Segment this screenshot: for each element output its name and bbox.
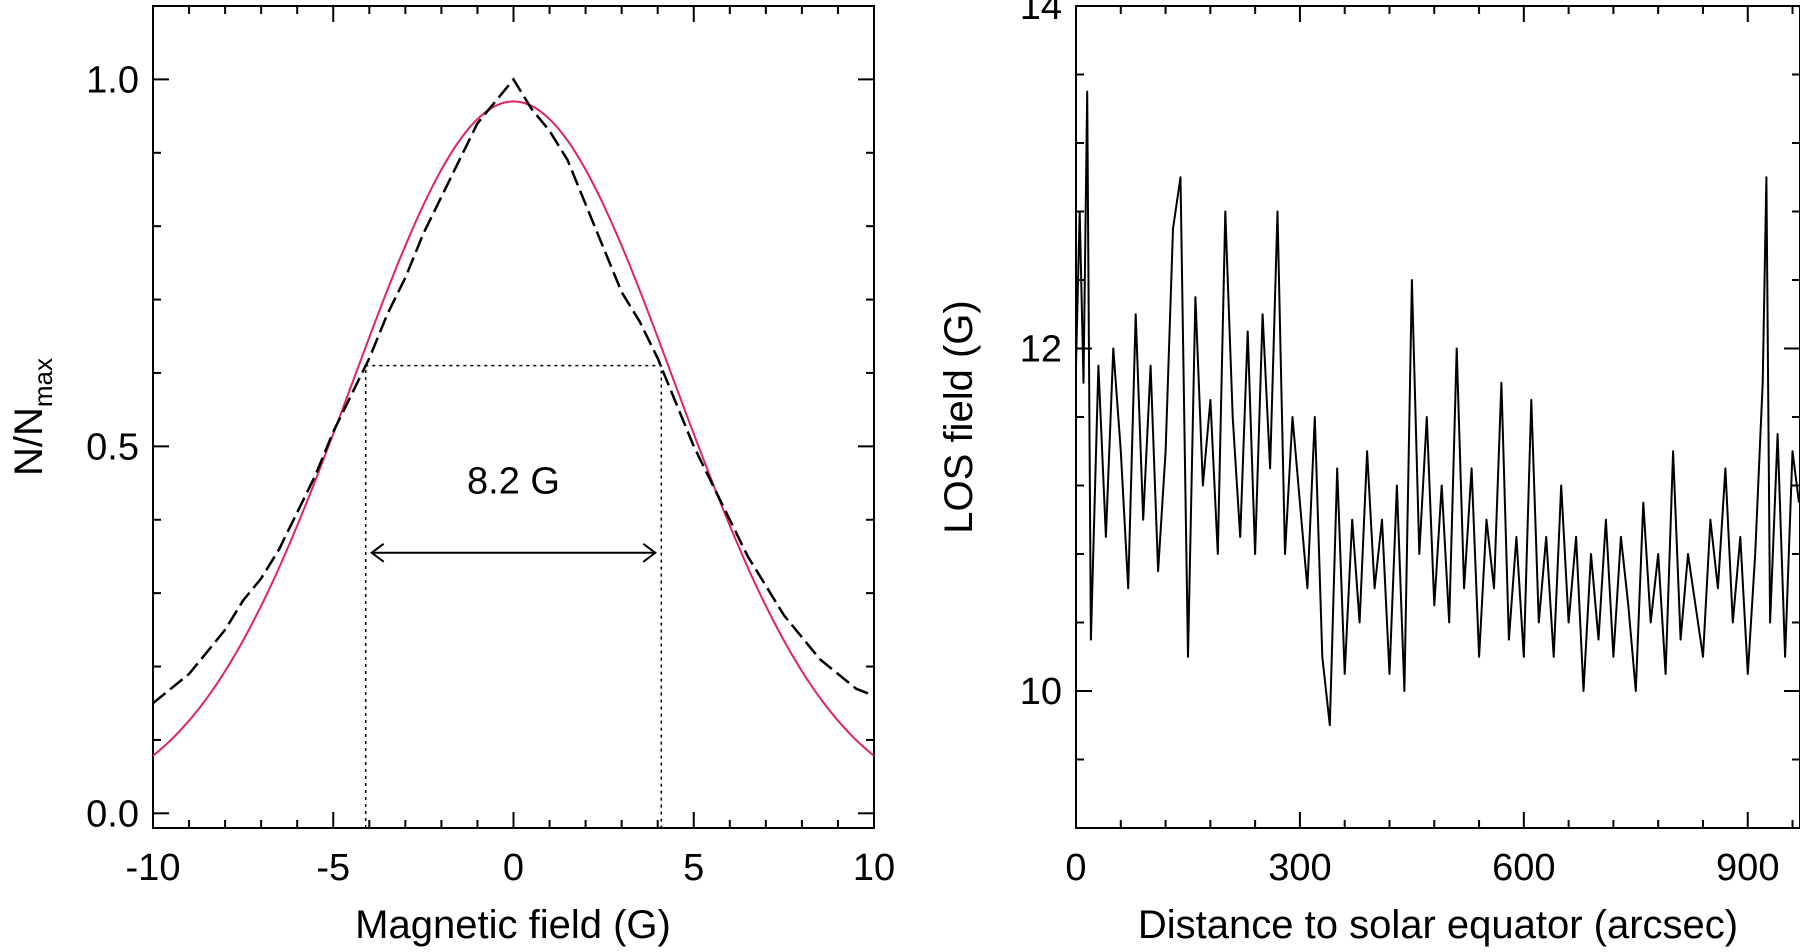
histogram-x-tick-label: 5	[683, 847, 704, 889]
histogram-ticks	[152, 5, 875, 828]
los-panel: 0 300 600 900 10 12 14 Distance to solar equat…	[937, 0, 1800, 947]
histogram-annotation: 8.2 G	[467, 460, 560, 502]
gaussian-fit-line	[152, 100, 875, 757]
los-y-tick-label: 10	[1020, 671, 1062, 713]
histogram-y-tick-label: 0.0	[86, 793, 139, 835]
los-x-tick-label: 900	[1716, 847, 1779, 889]
histogram-y-axis-title-sub: max	[28, 358, 58, 407]
los-ticks	[1075, 5, 1800, 829]
histogram-x-tick-label: 0	[503, 847, 524, 889]
los-data	[1075, 90, 1800, 727]
histogram-y-tick-label: 1.0	[86, 59, 139, 101]
histogram-y-axis-title-main: N/N	[7, 407, 51, 476]
fwhm-arrow-head-left	[370, 542, 385, 563]
los-x-tick-label: 300	[1268, 847, 1331, 889]
los-x-axis-title: Distance to solar equator (arcsec)	[1138, 903, 1738, 947]
histogram-x-tick-label: -5	[316, 847, 350, 889]
histogram-tick-labels: -10 -5 0 5 10 0.0 0.5 1.0	[86, 59, 895, 889]
los-y-tick-label: 12	[1020, 329, 1062, 371]
histogram-y-tick-label: 0.5	[86, 426, 139, 468]
histogram-panel: -10 -5 0 5 10 0.0 0.5 1.0 8.2 G Magnetic field …	[7, 5, 895, 947]
histogram-x-tick-label: -10	[126, 847, 181, 889]
histogram-x-axis-title: Magnetic field (G)	[355, 903, 671, 947]
histogram-data	[152, 77, 875, 828]
los-field-line	[1075, 90, 1800, 727]
histogram-plot-frame	[152, 5, 875, 829]
los-x-tick-label: 0	[1065, 847, 1086, 889]
histogram-x-tick-label: 10	[853, 847, 895, 889]
observed-histogram-line	[152, 77, 875, 705]
fwhm-box	[364, 364, 663, 828]
fwhm-arrow-head-right	[642, 542, 657, 563]
los-y-axis-title: LOS field (G)	[937, 300, 981, 533]
los-y-tick-label: 14	[1020, 0, 1062, 28]
histogram-y-axis-title: N/Nmax	[7, 358, 58, 476]
los-tick-labels: 0 300 600 900 10 12 14	[1020, 0, 1780, 889]
los-x-tick-label: 600	[1492, 847, 1555, 889]
